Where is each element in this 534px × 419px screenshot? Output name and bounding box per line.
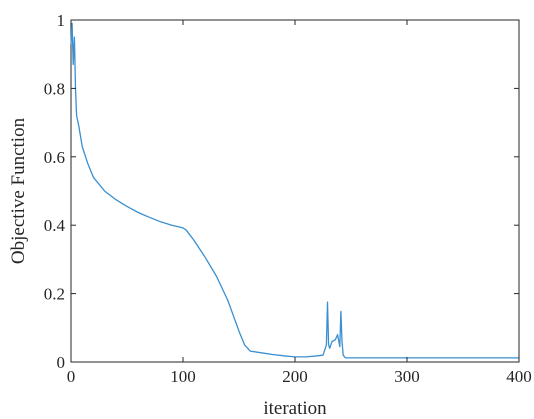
tick-layer: 0 100 200 300 400 0 0.2 0.4 0.6 0.8 1 [44, 11, 532, 386]
series-layer [70, 22, 519, 359]
axes-box [70, 19, 520, 363]
y-tick-label: 0.2 [44, 285, 65, 304]
y-tick-label: 0 [57, 353, 66, 372]
y-tick-label: 0.4 [44, 216, 66, 235]
x-tick-label: 300 [394, 367, 420, 386]
x-tick-label: 200 [282, 367, 308, 386]
x-axis-label: iteration [263, 398, 327, 419]
x-tick-label: 0 [67, 367, 76, 386]
x-tick-label: 100 [170, 367, 196, 386]
series-line [70, 22, 519, 359]
y-axis-label: Objective Function [8, 117, 29, 264]
plot-area [70, 19, 520, 363]
y-tick-label: 0.6 [44, 148, 65, 167]
y-tick-label: 1 [57, 11, 66, 30]
x-tick-label: 400 [506, 367, 532, 386]
y-tick-label: 0.8 [44, 79, 65, 98]
